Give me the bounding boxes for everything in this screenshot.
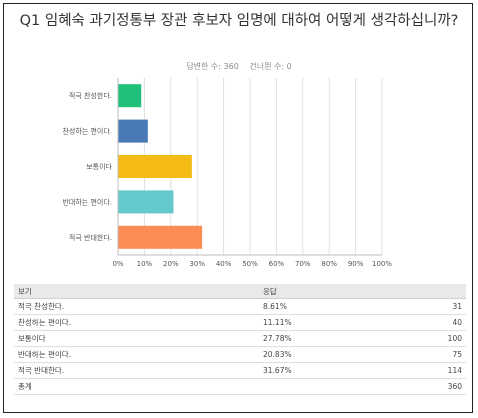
- table-row: 적극 반대한다. 31.67% 114: [14, 362, 466, 379]
- row-percent: 27.78%: [259, 330, 409, 347]
- category-label: 반대하는 편이다.: [62, 197, 112, 206]
- category-label: 보통이다: [86, 162, 112, 171]
- x-tick-label: 100%: [372, 260, 392, 268]
- x-tick-label: 30%: [189, 260, 205, 268]
- table-row: 반대하는 편이다. 20.83% 75: [14, 346, 466, 363]
- row-percent: 11.11%: [259, 314, 409, 331]
- row-label: 적극 찬성한다.: [14, 298, 259, 315]
- header-count: [409, 284, 466, 299]
- row-percent: 8.61%: [259, 298, 409, 315]
- x-tick-label: 70%: [295, 260, 311, 268]
- x-tick-label: 40%: [216, 260, 232, 268]
- bar: [118, 155, 192, 178]
- row-label: 반대하는 편이다.: [14, 346, 259, 363]
- header-option: 보기: [14, 284, 259, 299]
- response-table: 보기 응답 적극 찬성한다. 8.61% 31 찬성하는 편이다. 11.11%…: [14, 284, 466, 395]
- row-count: 100: [409, 330, 466, 347]
- row-count: 31: [409, 298, 466, 315]
- row-percent: 31.67%: [259, 362, 409, 379]
- table-row: 찬성하는 편이다. 11.11% 40: [14, 314, 466, 331]
- table-row: 보통이다 27.78% 100: [14, 330, 466, 347]
- response-meta: 답변한 수: 360 건너뛴 수: 0: [4, 61, 474, 72]
- row-count: 40: [409, 314, 466, 331]
- table-row: 적극 찬성한다. 8.61% 31: [14, 298, 466, 315]
- bar: [118, 119, 148, 143]
- x-tick-label: 90%: [348, 260, 364, 268]
- total-label: 총계: [14, 378, 259, 395]
- row-label: 적극 반대한다.: [14, 362, 259, 379]
- answered-count: 답변한 수: 360: [186, 62, 239, 71]
- x-tick-label: 50%: [242, 260, 258, 268]
- header-response: 응답: [259, 284, 409, 299]
- x-tick-label: 0%: [112, 260, 123, 268]
- row-label: 찬성하는 편이다.: [14, 314, 259, 331]
- category-label: 찬성하는 편이다.: [62, 127, 112, 136]
- x-tick-label: 80%: [321, 260, 337, 268]
- x-tick-label: 10%: [137, 260, 153, 268]
- total-count: 360: [409, 378, 466, 395]
- survey-result-panel: Q1 임혜숙 과기정통부 장관 후보자 임명에 대하여 어떻게 생각하십니까? …: [3, 3, 473, 413]
- bar: [118, 225, 203, 249]
- category-label: 적극 찬성한다.: [69, 91, 112, 100]
- row-count: 75: [409, 346, 466, 363]
- bar: [118, 190, 174, 214]
- skipped-count: 건너뛴 수: 0: [249, 62, 292, 71]
- row-count: 114: [409, 362, 466, 379]
- category-label: 적극 반대한다.: [69, 233, 112, 242]
- table-header-row: 보기 응답: [14, 284, 466, 299]
- bar: [118, 84, 142, 108]
- row-percent: 20.83%: [259, 346, 409, 363]
- table-total-row: 총계 360: [14, 378, 466, 395]
- bar-chart: 0% 10% 20% 30% 40% 50% 60% 70% 80% 90% 100% 적극 찬성한다…: [62, 78, 392, 268]
- row-label: 보통이다: [14, 330, 259, 347]
- x-tick-label: 20%: [163, 260, 179, 268]
- question-title: Q1 임혜숙 과기정통부 장관 후보자 임명에 대하여 어떻게 생각하십니까?: [19, 13, 459, 29]
- x-tick-label: 60%: [269, 260, 285, 268]
